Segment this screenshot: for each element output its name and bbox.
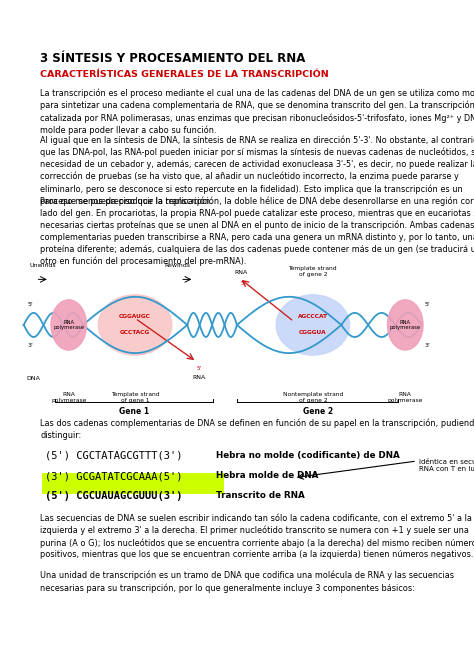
Text: Las secuencias de DNA se suelen escribir indicando tan sólo la cadena codificant: Las secuencias de DNA se suelen escribir…	[40, 514, 474, 559]
Text: Para que se pueda producir la transcripción, la doble hélice de DNA debe desenro: Para que se pueda producir la transcripc…	[40, 197, 474, 266]
Text: RNA
polymerase: RNA polymerase	[53, 320, 84, 330]
Text: RNA: RNA	[192, 375, 206, 380]
Text: CARACTERÍSTICAS GENERALES DE LA TRANSCRIPCIÓN: CARACTERÍSTICAS GENERALES DE LA TRANSCRI…	[40, 70, 329, 78]
Ellipse shape	[276, 295, 350, 355]
Text: Unwinds: Unwinds	[29, 263, 56, 268]
Ellipse shape	[51, 300, 86, 350]
Text: Gene 1: Gene 1	[119, 407, 149, 416]
Text: (5') CGCUAUAGCGUUU(3'): (5') CGCUAUAGCGUUU(3')	[45, 491, 182, 501]
Text: RNA
polymerase: RNA polymerase	[388, 392, 423, 403]
Text: (5') CGCTATAGCGTTT(3'): (5') CGCTATAGCGTTT(3')	[45, 451, 182, 461]
Text: RNA
polymerase: RNA polymerase	[51, 392, 86, 403]
Text: Transcrito de RNA: Transcrito de RNA	[216, 491, 304, 500]
Text: 3 SÍNTESIS Y PROCESAMIENTO DEL RNA: 3 SÍNTESIS Y PROCESAMIENTO DEL RNA	[40, 52, 306, 65]
Text: Idéntica en secuencia al
RNA con T en lugar de U: Idéntica en secuencia al RNA con T en lu…	[419, 459, 474, 472]
Text: RNA: RNA	[234, 270, 247, 275]
Text: Rewinds: Rewinds	[165, 263, 191, 268]
Text: Gene 2: Gene 2	[302, 407, 333, 416]
Text: Template strand
of gene 1: Template strand of gene 1	[111, 392, 159, 403]
Text: CGGAUGC: CGGAUGC	[119, 314, 151, 320]
Text: 5': 5'	[197, 366, 202, 371]
Text: Una unidad de transcripción es un tramo de DNA que codifica una molécula de RNA : Una unidad de transcripción es un tramo …	[40, 571, 454, 593]
Text: 3': 3'	[27, 342, 33, 348]
Ellipse shape	[98, 295, 172, 355]
Text: AGCCCAT: AGCCCAT	[298, 314, 328, 320]
Text: 5': 5'	[27, 302, 33, 308]
Text: CGGGUA: CGGGUA	[299, 330, 327, 336]
Ellipse shape	[387, 300, 423, 350]
Text: DNA: DNA	[26, 376, 40, 381]
Text: 5': 5'	[424, 302, 430, 308]
Text: Hebra molde de DNA: Hebra molde de DNA	[216, 471, 318, 480]
Text: Template strand
of gene 2: Template strand of gene 2	[289, 266, 337, 277]
FancyBboxPatch shape	[42, 473, 224, 494]
Text: 5': 5'	[241, 281, 246, 286]
Text: Hebra no molde (codificante) de DNA: Hebra no molde (codificante) de DNA	[216, 451, 400, 460]
Text: RNA
polymerase: RNA polymerase	[390, 320, 421, 330]
Text: GCCTACG: GCCTACG	[120, 330, 150, 336]
Text: Las dos cadenas complementarias de DNA se definen en función de su papel en la t: Las dos cadenas complementarias de DNA s…	[40, 419, 474, 440]
Text: (3') GCGATATCGCAAA(5'): (3') GCGATATCGCAAA(5')	[45, 471, 182, 481]
Text: 3': 3'	[424, 342, 430, 348]
Text: Nontemplate strand
of gene 2: Nontemplate strand of gene 2	[283, 392, 343, 403]
Text: La transcripción es el proceso mediante el cual una de las cadenas del DNA de un: La transcripción es el proceso mediante …	[40, 88, 474, 135]
Text: Al igual que en la síntesis de DNA, la síntesis de RNA se realiza en dirección 5: Al igual que en la síntesis de DNA, la s…	[40, 135, 474, 206]
